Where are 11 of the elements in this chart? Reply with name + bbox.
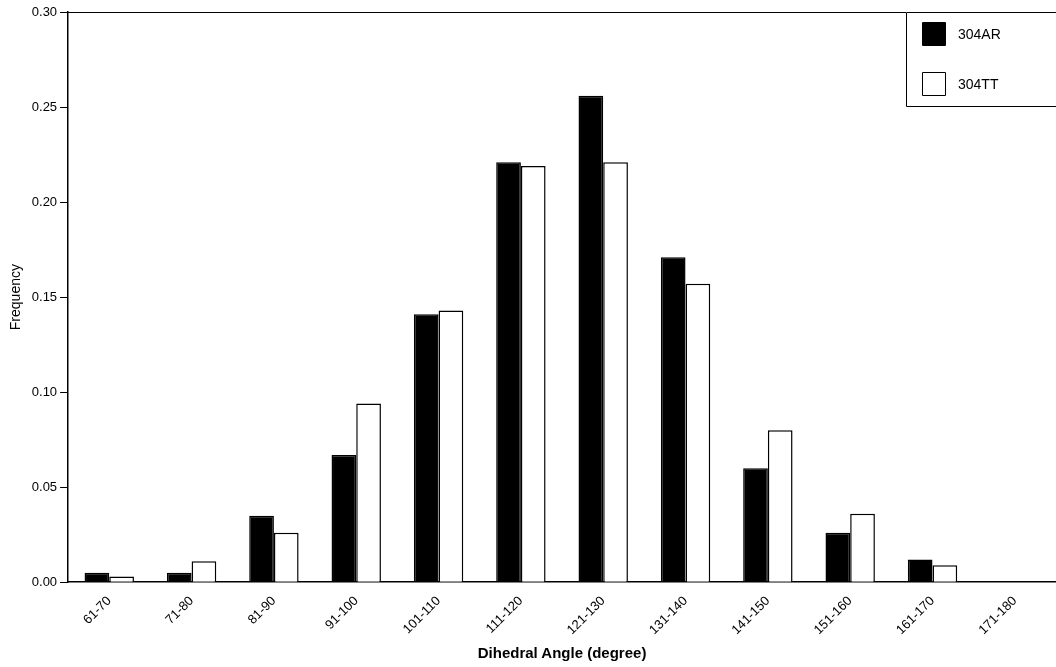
x-axis-title: Dihedral Angle (degree): [477, 644, 647, 662]
y-tick-label: 0.15: [31, 288, 58, 304]
y-tick-label: 0.25: [31, 98, 58, 114]
legend-label: 304AR: [958, 25, 1001, 42]
legend-label: 304TT: [958, 75, 999, 92]
y-tick-label: 0.30: [31, 3, 58, 19]
y-tick-label: 0.20: [31, 193, 58, 209]
y-axis-title: Frequency: [7, 264, 24, 331]
y-tick-label: 0.00: [31, 573, 58, 589]
y-tick-label: 0.10: [31, 383, 58, 399]
y-tick-label: 0.05: [31, 478, 58, 494]
